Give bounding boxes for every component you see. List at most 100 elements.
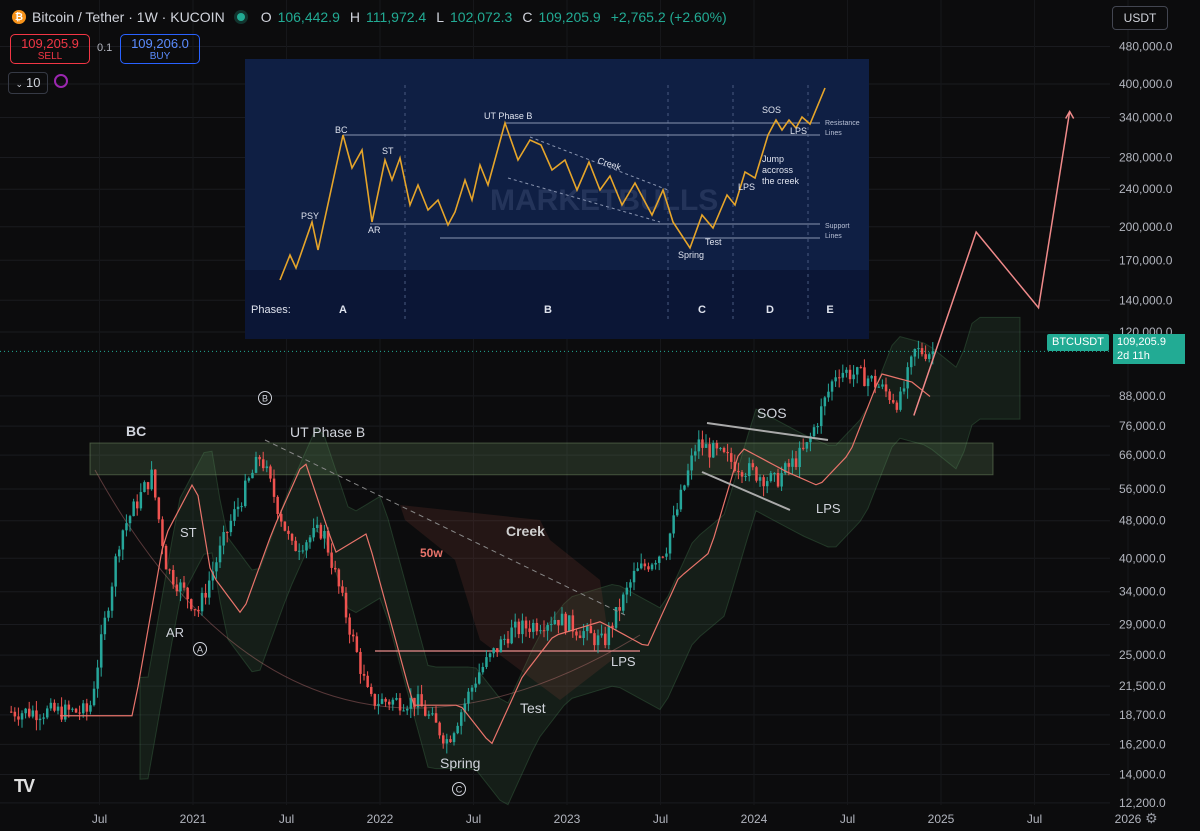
candle-body — [175, 584, 179, 592]
candle-body — [802, 447, 805, 449]
lots-dropdown[interactable]: ⌄ 10 — [8, 72, 48, 94]
creek-line — [264, 439, 626, 616]
circle-c-icon — [452, 782, 466, 796]
label-lps-1: LPS — [611, 654, 636, 669]
close-label: C — [522, 9, 533, 25]
candle-body — [334, 567, 337, 570]
candle-body — [524, 620, 528, 629]
candle-body — [420, 694, 423, 707]
candle-body — [452, 733, 456, 743]
candle-body — [856, 367, 859, 375]
candle-body — [517, 621, 521, 635]
sell-button[interactable]: 109,205.9 SELL — [10, 34, 90, 64]
tradingview-logo[interactable]: TV — [14, 776, 35, 796]
candle-body — [272, 478, 276, 497]
chevron-down-icon: ⌄ — [15, 79, 24, 89]
candle-body — [154, 469, 157, 498]
candle-body — [755, 467, 758, 481]
candle-body — [262, 459, 265, 469]
candle-body — [204, 592, 207, 598]
candle-body — [150, 469, 153, 490]
candle-body — [622, 594, 625, 611]
price-tick-label: 21,500.0 — [1119, 679, 1166, 693]
candle-body — [884, 384, 888, 392]
inset-phase-b: B — [544, 304, 552, 316]
candle-body — [42, 717, 45, 719]
candle-body — [575, 631, 578, 636]
candle-body — [287, 530, 290, 534]
time-tick-label: 2022 — [367, 812, 394, 826]
inset-lps-d: LPS — [738, 182, 755, 192]
candle-body — [910, 356, 913, 368]
candle-body — [49, 702, 53, 709]
candle-body — [377, 703, 380, 706]
inset-phase-c: C — [698, 304, 706, 316]
inset-phase-a: A — [339, 304, 347, 316]
candle-body — [10, 711, 13, 713]
candle-body — [618, 607, 621, 611]
price-tick-label: 40,000.0 — [1119, 551, 1166, 565]
candle-body — [110, 586, 114, 611]
candle-body — [208, 580, 211, 598]
sell-price: 109,205.9 — [21, 36, 79, 51]
candle-body — [668, 533, 672, 554]
lots-value: 10 — [26, 75, 41, 90]
candle-body — [53, 702, 56, 711]
candle-body — [722, 447, 726, 453]
gear-icon[interactable]: ⚙ — [1145, 810, 1158, 826]
candle-body — [920, 348, 924, 355]
candle-body — [370, 686, 373, 694]
candle-body — [71, 708, 74, 710]
price-tick-label: 340,000.0 — [1119, 111, 1173, 125]
candle-body — [13, 711, 17, 717]
candle-body — [841, 372, 845, 378]
candle-body — [323, 531, 326, 539]
candle-body — [726, 452, 729, 454]
candle-body — [773, 472, 776, 474]
candle-body — [82, 703, 85, 714]
candle-body — [794, 458, 798, 468]
inset-bc: BC — [335, 125, 348, 135]
chart-header: ₿ Bitcoin / Tether · 1W · KUCOIN O 106,44… — [12, 9, 731, 25]
candle-body — [784, 463, 787, 474]
candle-body — [290, 533, 294, 541]
current-price: 109,205.9 — [1117, 336, 1166, 348]
candle-body — [514, 621, 517, 628]
inset-support-1: Support — [825, 223, 850, 230]
candle-body — [344, 592, 348, 618]
label-sos: SOS — [757, 405, 787, 421]
candle-body — [218, 545, 222, 563]
currency-selector[interactable]: USDT — [1112, 6, 1168, 30]
candle-body — [460, 712, 463, 726]
candle-body — [247, 478, 251, 481]
candle-body — [118, 549, 121, 557]
candle-body — [593, 633, 596, 646]
time-tick-label: Jul — [840, 812, 855, 826]
candle-body — [416, 694, 420, 708]
price-tick-label: 16,200.0 — [1119, 737, 1166, 751]
label-spring: Spring — [440, 755, 480, 771]
buy-button[interactable]: 109,206.0 BUY — [120, 34, 200, 64]
symbol-title[interactable]: Bitcoin / Tether · 1W · KUCOIN — [32, 9, 225, 25]
sync-icon[interactable] — [54, 74, 68, 88]
candle-body — [899, 391, 902, 410]
candle-body — [182, 582, 186, 588]
time-tick-label: Jul — [466, 812, 481, 826]
candle-body — [557, 620, 560, 626]
inset-test: Test — [705, 237, 722, 247]
candle-body — [528, 628, 531, 632]
candle-body — [870, 375, 873, 379]
candle-body — [640, 563, 643, 569]
candle-body — [769, 473, 773, 482]
close-value: 109,205.9 — [538, 9, 601, 25]
price-tick-label: 12,200.0 — [1119, 796, 1166, 810]
spread-value: 0.1 — [97, 42, 113, 54]
candle-body — [463, 703, 467, 713]
candle-body — [719, 447, 722, 449]
circle-b-icon — [258, 391, 272, 405]
candle-body — [895, 402, 899, 410]
label-bc: BC — [126, 423, 146, 439]
time-tick-label: Jul — [279, 812, 294, 826]
candle-body — [308, 537, 312, 543]
